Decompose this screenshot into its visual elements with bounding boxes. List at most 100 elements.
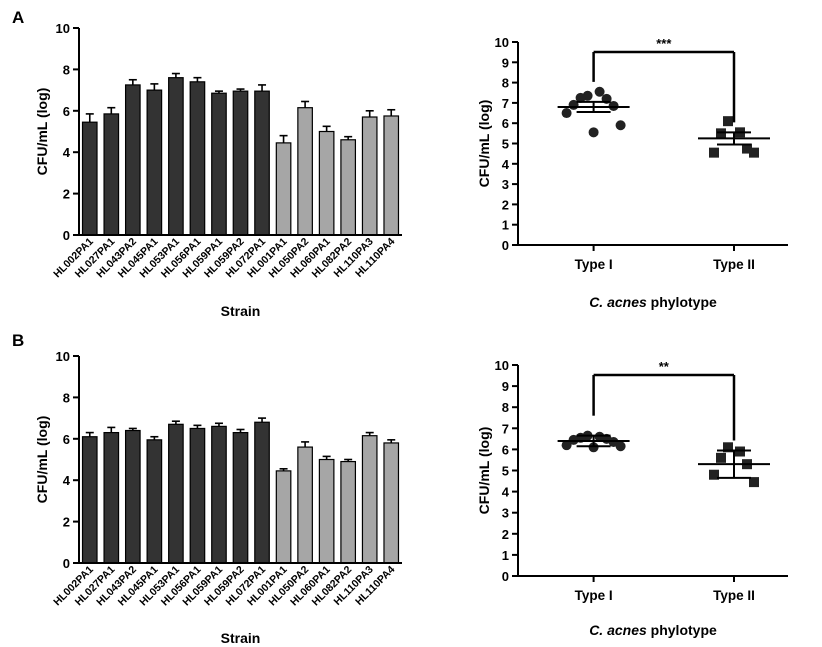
data-point-circle bbox=[588, 442, 599, 453]
scatter-chart-a-significance: *** bbox=[656, 36, 672, 51]
bar bbox=[124, 84, 141, 236]
bar-chart-b: CFU/mL (log) Strain 0246810HL002PA1HL027… bbox=[34, 349, 402, 646]
y-tick-label: 2 bbox=[502, 527, 509, 542]
panel-label-a: A bbox=[12, 8, 24, 27]
x-tick-label: Type II bbox=[713, 588, 755, 603]
y-tick-label: 1 bbox=[502, 218, 509, 233]
y-tick-label: 0 bbox=[63, 556, 70, 571]
data-point-circle bbox=[575, 92, 586, 103]
scatter-chart-a-xlabel-species: C. acnes bbox=[589, 294, 647, 310]
data-point-square bbox=[749, 477, 759, 488]
bar bbox=[211, 92, 227, 236]
bar bbox=[318, 458, 335, 564]
bar bbox=[211, 425, 227, 564]
x-tick-label: Type I bbox=[575, 588, 613, 603]
y-tick-label: 2 bbox=[502, 197, 509, 212]
data-point-square bbox=[716, 128, 726, 139]
scatter-chart-b: CFU/mL (log) C. acnes phylotype ** 0 1 2 3 4… bbox=[476, 358, 788, 638]
data-point-square bbox=[742, 143, 752, 154]
bar bbox=[275, 142, 292, 236]
bar bbox=[297, 446, 313, 564]
bar bbox=[254, 90, 270, 236]
data-point-square bbox=[723, 442, 733, 453]
y-tick-label: 4 bbox=[63, 473, 71, 488]
y-tick-label: 6 bbox=[502, 116, 509, 131]
y-tick-label: 0 bbox=[502, 238, 509, 253]
scatter-chart-a-xlabel: C. acnes phylotype bbox=[589, 294, 717, 310]
y-tick-label: 7 bbox=[502, 96, 509, 111]
bar bbox=[254, 421, 270, 564]
bar-chart-b-ylabel: CFU/mL (log) bbox=[34, 416, 50, 504]
y-tick-label: 10 bbox=[56, 21, 70, 36]
data-point-circle bbox=[615, 120, 626, 131]
bar bbox=[361, 435, 378, 564]
y-tick-label: 10 bbox=[56, 349, 70, 364]
bar bbox=[103, 431, 120, 564]
y-tick-label: 4 bbox=[502, 157, 510, 172]
y-tick-label: 3 bbox=[502, 506, 509, 521]
data-point-circle bbox=[561, 108, 572, 119]
scatter-chart-a-ylabel: CFU/mL (log) bbox=[476, 100, 492, 188]
bar bbox=[124, 429, 141, 564]
y-tick-label: 4 bbox=[63, 145, 71, 160]
bar bbox=[168, 423, 184, 564]
data-point-circle bbox=[594, 86, 605, 97]
data-point-square bbox=[723, 116, 733, 127]
y-tick-label: 1 bbox=[502, 548, 509, 563]
x-tick-label: Type I bbox=[575, 257, 613, 272]
bar bbox=[232, 90, 249, 236]
y-tick-label: 8 bbox=[63, 390, 70, 405]
bar bbox=[232, 431, 249, 564]
y-tick-label: 3 bbox=[502, 177, 509, 192]
bar bbox=[318, 130, 335, 236]
bar-chart-b-xlabel: Strain bbox=[221, 630, 261, 646]
y-tick-label: 8 bbox=[502, 76, 509, 91]
bar bbox=[275, 470, 292, 564]
y-tick-label: 7 bbox=[502, 421, 509, 436]
y-tick-label: 10 bbox=[495, 35, 509, 50]
y-tick-label: 5 bbox=[502, 137, 509, 152]
bar bbox=[81, 436, 98, 564]
data-point-square bbox=[709, 147, 719, 158]
bar bbox=[340, 139, 357, 236]
bar bbox=[361, 116, 378, 236]
data-point-square bbox=[735, 446, 745, 457]
y-tick-label: 6 bbox=[502, 442, 509, 457]
scatter-chart-b-xlabel: C. acnes phylotype bbox=[589, 622, 717, 638]
y-tick-label: 8 bbox=[63, 62, 70, 77]
bar-chart-a-ylabel: CFU/mL (log) bbox=[34, 88, 50, 176]
y-tick-label: 8 bbox=[502, 400, 509, 415]
data-point-circle bbox=[588, 127, 599, 138]
data-point-square bbox=[749, 147, 759, 158]
y-tick-label: 10 bbox=[495, 358, 509, 373]
bar bbox=[146, 89, 163, 236]
x-tick-label: Type II bbox=[713, 257, 755, 272]
y-tick-label: 4 bbox=[502, 485, 510, 500]
bar-chart-a-xlabel: Strain bbox=[221, 303, 261, 319]
bar bbox=[340, 460, 357, 564]
data-point-circle bbox=[615, 441, 626, 452]
data-point-circle bbox=[608, 100, 619, 111]
bar bbox=[103, 113, 120, 236]
bar bbox=[383, 442, 400, 564]
panel-label-b: B bbox=[12, 331, 24, 350]
bar bbox=[146, 439, 163, 564]
y-tick-label: 2 bbox=[63, 187, 70, 202]
y-tick-label: 2 bbox=[63, 515, 70, 530]
bar bbox=[189, 81, 206, 236]
data-point-circle bbox=[561, 440, 572, 451]
bar bbox=[81, 121, 98, 236]
y-tick-label: 6 bbox=[63, 432, 70, 447]
y-tick-label: 0 bbox=[502, 569, 509, 584]
scatter-chart-b-xlabel-species: C. acnes bbox=[589, 622, 647, 638]
bar-chart-a: CFU/mL (log) Strain 0246810HL002PA1HL027… bbox=[34, 21, 402, 319]
data-point-square bbox=[716, 452, 726, 463]
scatter-chart-a-xlabel-rest: phylotype bbox=[647, 294, 717, 310]
y-tick-label: 9 bbox=[502, 379, 509, 394]
scatter-chart-a: CFU/mL (log) C. acnes phylotype *** 0 1 2 3… bbox=[476, 35, 788, 310]
bar bbox=[383, 115, 400, 236]
scatter-chart-b-xlabel-rest: phylotype bbox=[647, 622, 717, 638]
scatter-chart-b-significance: ** bbox=[659, 359, 670, 374]
y-tick-label: 9 bbox=[502, 55, 509, 70]
data-point-square bbox=[709, 469, 719, 480]
